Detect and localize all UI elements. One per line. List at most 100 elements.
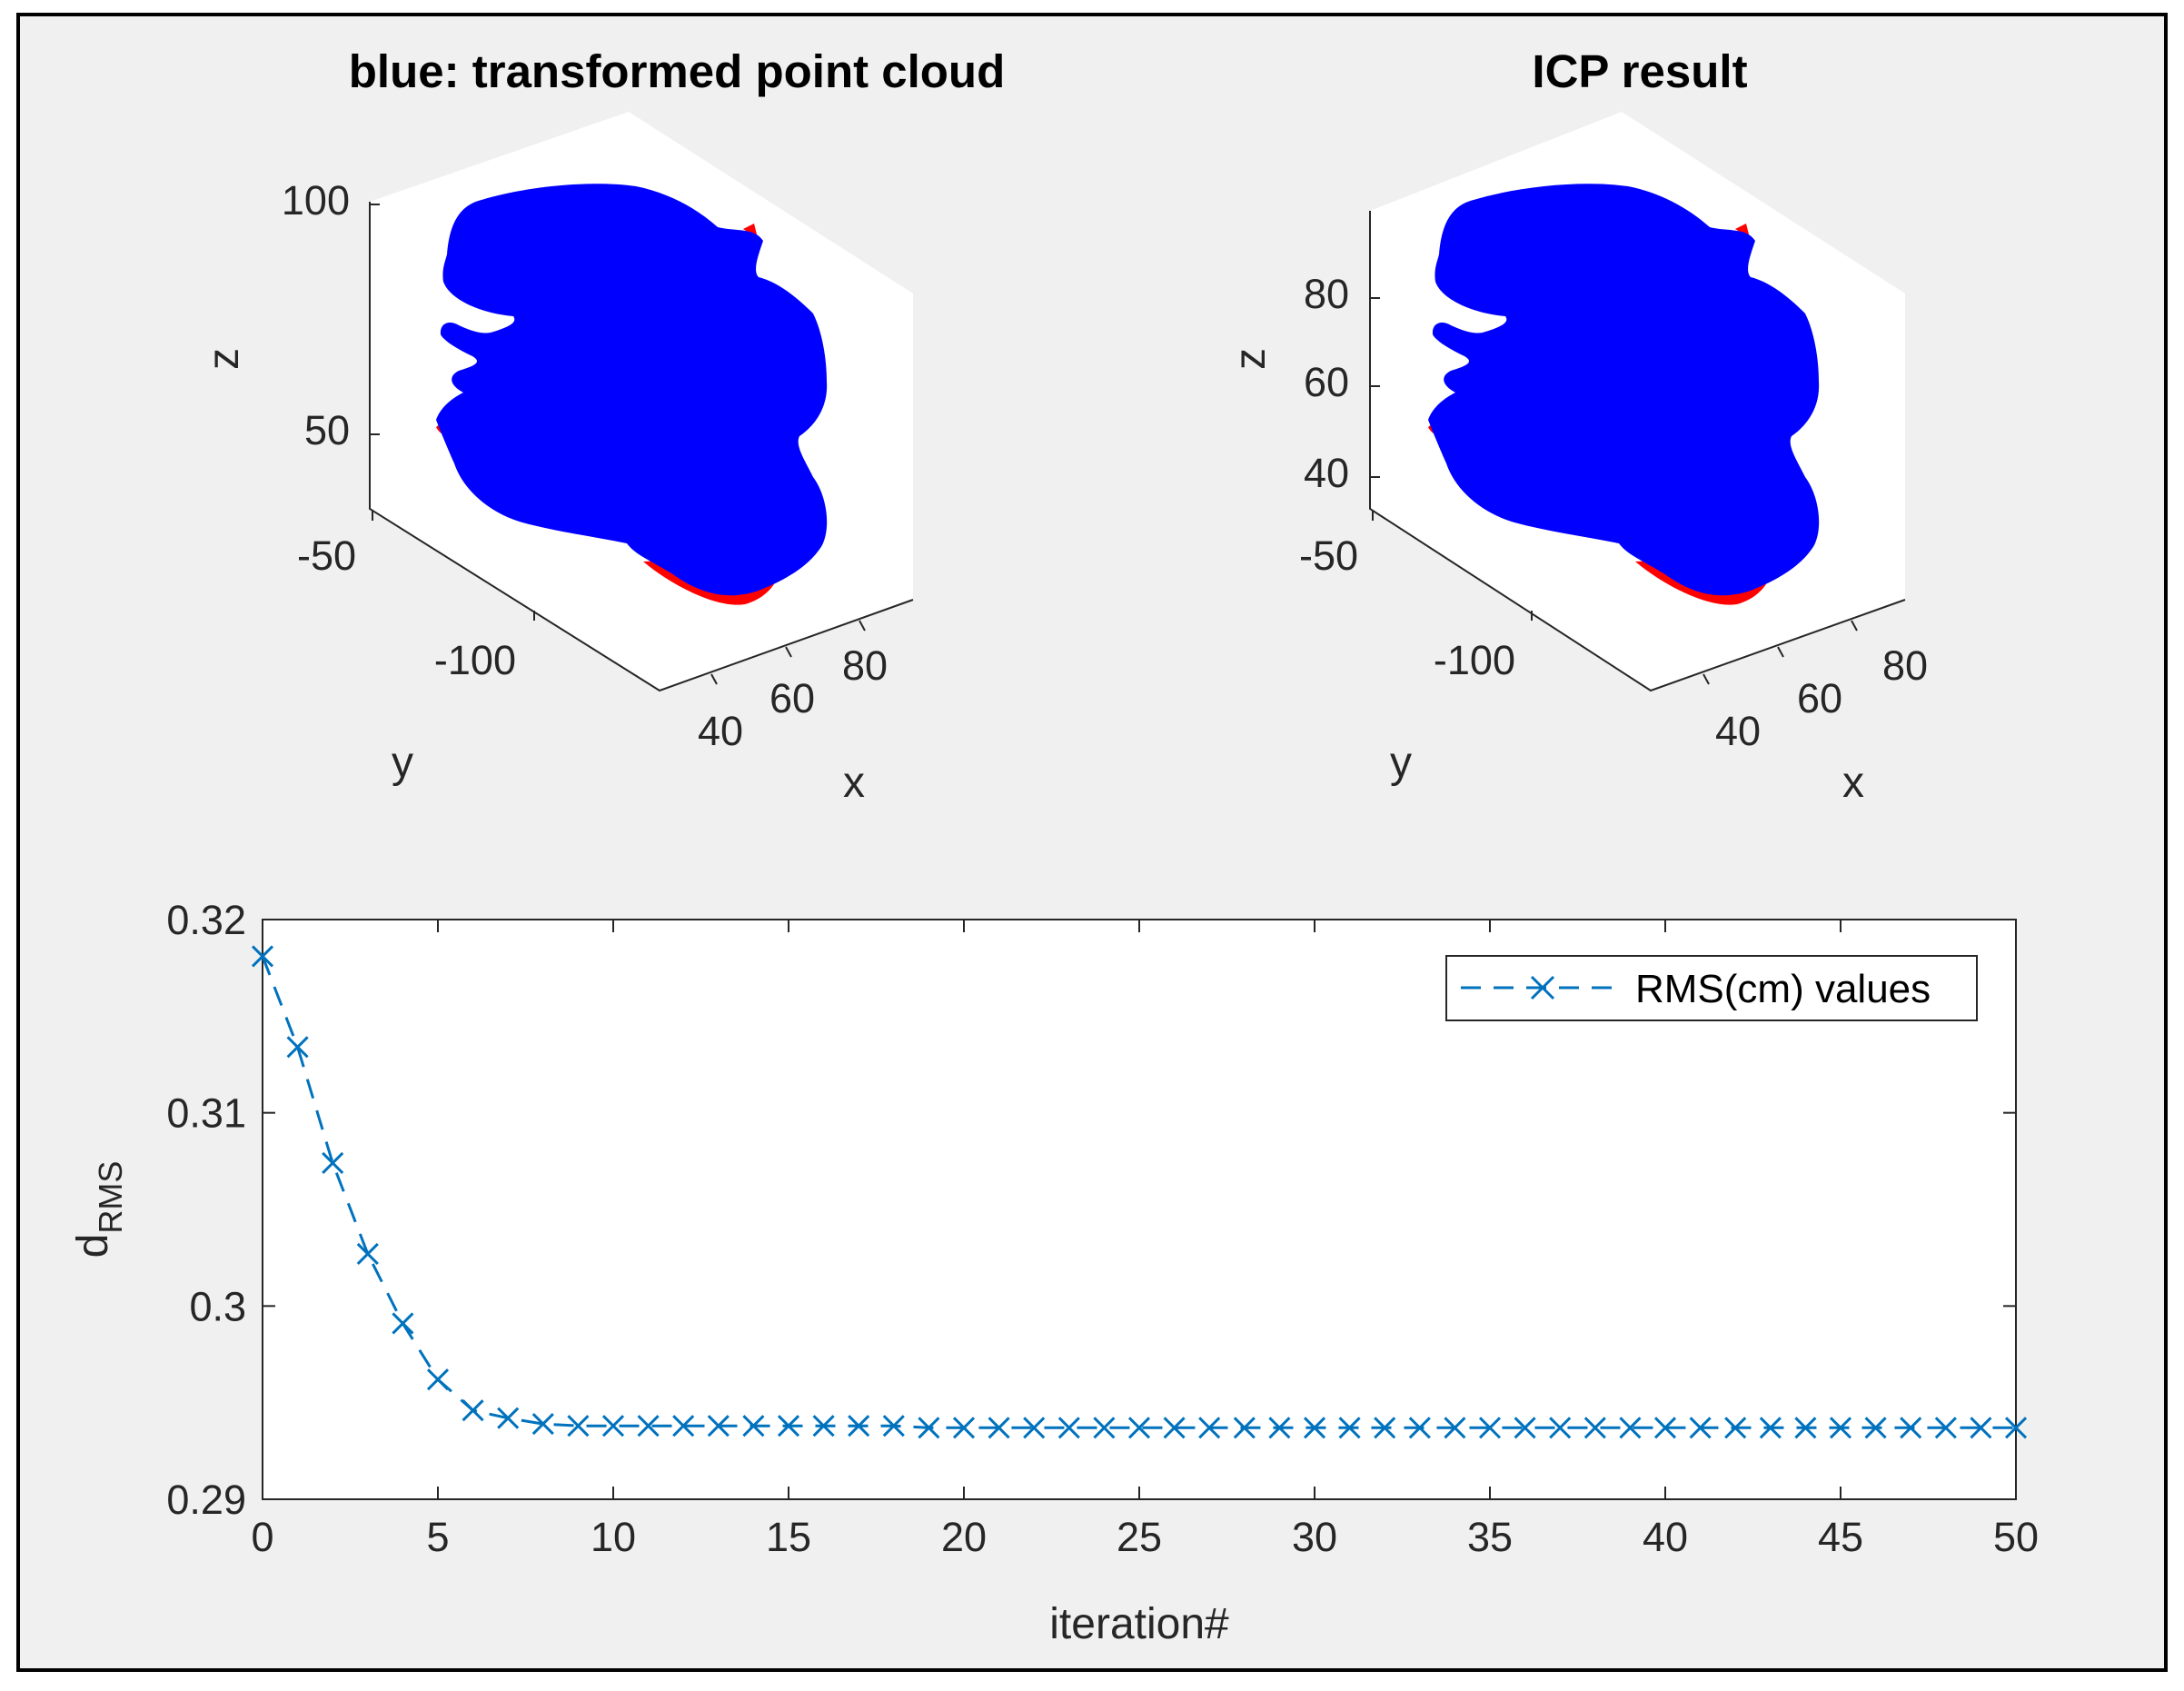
- subplot-1-x-tick-60: 60: [769, 675, 815, 721]
- subplot-2-blue-points: [1428, 184, 1820, 596]
- subplot-2-z-tick-60: 60: [1304, 359, 1349, 405]
- rms-data-point: [497, 1407, 520, 1429]
- subplot-1-y-tick-100: -100: [434, 637, 516, 683]
- rms-data-point: [1724, 1417, 1747, 1439]
- rms-marker-stroke: [322, 1151, 344, 1175]
- subplot-2-x-tick-80: 80: [1882, 642, 1928, 689]
- subplot-2-z-tick-40: 40: [1304, 450, 1349, 496]
- rms-marker-stroke: [1794, 1417, 1817, 1439]
- rms-marker-stroke: [707, 1415, 730, 1437]
- rms-data-point: [1338, 1417, 1361, 1439]
- rms-y-label-main: d: [69, 1234, 117, 1258]
- subplot-1-x-tick-80: 80: [842, 642, 888, 689]
- rms-data-point: [1829, 1417, 1852, 1439]
- rms-marker-stroke: [672, 1415, 695, 1437]
- rms-marker-stroke: [251, 945, 274, 968]
- rms-data-point: [918, 1417, 940, 1439]
- subplot-2-x-tick-60: 60: [1797, 675, 1842, 721]
- rms-legend-label: RMS(cm) values: [1635, 967, 1931, 1011]
- rms-marker-stroke: [1759, 1417, 1782, 1439]
- rms-x-tick-label: 45: [1818, 1514, 1863, 1560]
- rms-marker-stroke: [1829, 1417, 1852, 1439]
- subplot-1-x-label: x: [843, 759, 865, 807]
- rms-marker-stroke: [497, 1407, 520, 1429]
- rms-data-point: [1864, 1417, 1887, 1439]
- subplot-2-x-tick-40: 40: [1715, 708, 1761, 754]
- rms-marker-stroke: [812, 1415, 835, 1437]
- rms-marker-stroke: [1093, 1417, 1116, 1439]
- subplot-1-z-tick-50: 50: [304, 407, 350, 453]
- rms-marker-stroke: [1303, 1417, 1326, 1439]
- rms-marker-stroke: [531, 1412, 554, 1436]
- rms-data-point: [251, 945, 274, 968]
- rms-marker-stroke: [1408, 1417, 1431, 1439]
- rms-data-point: [1023, 1417, 1046, 1439]
- rms-data-point: [1549, 1417, 1572, 1439]
- rms-data-point: [777, 1415, 800, 1437]
- subplot-2-z-tick-80: 80: [1304, 271, 1349, 317]
- rms-marker-stroke: [1689, 1417, 1712, 1439]
- rms-data-point: [426, 1368, 450, 1391]
- rms-data-point: [1374, 1417, 1396, 1439]
- rms-marker-stroke: [1724, 1417, 1747, 1439]
- rms-marker-stroke: [2004, 1417, 2028, 1439]
- rms-x-tick-label: 10: [591, 1514, 636, 1560]
- rms-tick-labels: 0 5 10 15 20 25 30 35 40 45 50 0.29 0.3 0.31 0.32: [166, 897, 2039, 1560]
- rms-data-point: [1198, 1417, 1221, 1439]
- rms-marker-stroke: [848, 1415, 870, 1437]
- rms-data-point: [322, 1151, 344, 1175]
- rms-data-point: [1970, 1417, 1992, 1439]
- rms-data-point: [848, 1415, 870, 1437]
- subplot-2-point-cloud: [1428, 184, 1820, 605]
- rms-y-tick-label: 0.3: [189, 1283, 246, 1329]
- rms-data-point: [356, 1242, 379, 1265]
- rms-data-point: [882, 1415, 905, 1437]
- rms-data-point: [2004, 1417, 2028, 1439]
- rms-data-point: [1934, 1417, 1957, 1439]
- subplot-transformed-point-cloud: blue: transformed point cloud 100 50 -50…: [200, 45, 1005, 807]
- rms-data-point: [392, 1312, 414, 1335]
- rms-marker-stroke: [1619, 1417, 1642, 1439]
- rms-tick-marks: [262, 919, 2017, 1500]
- rms-data-point: [601, 1415, 625, 1437]
- rms-data-point: [1127, 1417, 1151, 1439]
- rms-data-point: [286, 1036, 309, 1059]
- subplot-1-blue-points: [436, 184, 828, 596]
- subplot-2-title: ICP result: [1532, 45, 1747, 97]
- rms-data-point: [812, 1415, 835, 1437]
- subplot-2-y-label: y: [1390, 739, 1412, 787]
- rms-series-line: [261, 955, 2016, 1429]
- rms-marker-stroke: [1268, 1417, 1291, 1439]
- rms-marker-stroke: [392, 1312, 414, 1335]
- rms-x-tick-label: 35: [1467, 1514, 1513, 1560]
- rms-marker-stroke: [1127, 1417, 1151, 1439]
- rms-y-tick-label: 0.32: [166, 897, 246, 943]
- rms-data-point: [1619, 1417, 1642, 1439]
- subplot-1-x-tick-40: 40: [698, 708, 743, 754]
- rms-data-point: [707, 1415, 730, 1437]
- rms-x-tick-label: 0: [251, 1514, 273, 1560]
- rms-marker-stroke: [918, 1417, 940, 1439]
- rms-marker-stroke: [952, 1417, 976, 1439]
- rms-y-label-sub: RMS: [92, 1161, 129, 1234]
- rms-marker-stroke: [1514, 1417, 1536, 1439]
- rms-x-tick-label: 5: [426, 1514, 449, 1560]
- rms-data-point: [1583, 1417, 1606, 1439]
- rms-data-point: [1653, 1417, 1677, 1439]
- rms-marker-stroke: [1163, 1417, 1186, 1439]
- svg-text:dRMS: dRMS: [69, 1161, 129, 1258]
- rms-marker-stroke: [1864, 1417, 1887, 1439]
- subplot-2-axis-lines: [1369, 211, 1906, 692]
- rms-data-point: [531, 1412, 554, 1436]
- rms-marker-stroke: [1583, 1417, 1606, 1439]
- rms-marker-stroke: [637, 1415, 660, 1437]
- subplot-rms-convergence: 0 5 10 15 20 25 30 35 40 45 50 0.29 0.3 0.31 0.32 iter…: [69, 897, 2039, 1648]
- rms-marker-stroke: [567, 1415, 590, 1437]
- rms-marker-stroke: [286, 1036, 309, 1059]
- rms-y-tick-label: 0.29: [166, 1477, 246, 1523]
- rms-marker-stroke: [1057, 1417, 1080, 1439]
- subplot-2-z-label: z: [1226, 348, 1275, 370]
- rms-y-tick-label: 0.31: [166, 1090, 246, 1137]
- subplot-2-y-tick-100: -100: [1434, 637, 1515, 683]
